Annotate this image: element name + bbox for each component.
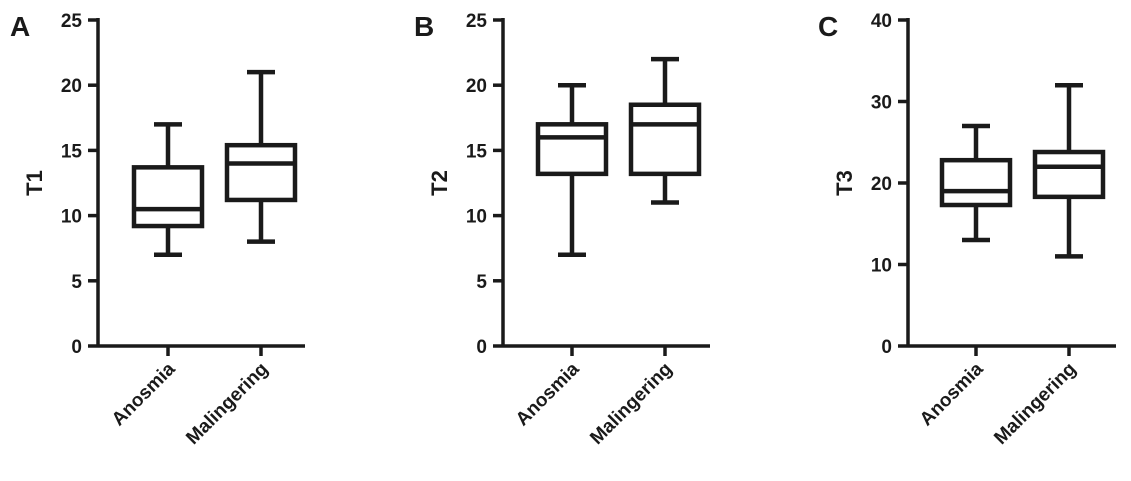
x-category-label: Anosmia xyxy=(916,358,988,430)
y-tick-label: 0 xyxy=(881,337,892,358)
x-category-label: Malingering xyxy=(990,359,1080,449)
y-tick-label: 0 xyxy=(71,337,82,358)
y-tick-label: 20 xyxy=(466,76,487,97)
iqr-box xyxy=(628,102,702,177)
panel-letter: A xyxy=(10,11,30,42)
iqr-box xyxy=(939,157,1013,208)
y-tick-label: 25 xyxy=(466,11,488,32)
y-tick-label: 0 xyxy=(476,337,487,358)
y-tick-label: 10 xyxy=(61,207,82,228)
y-axis-label: T3 xyxy=(832,170,857,196)
x-category-label: Malingering xyxy=(586,359,676,449)
y-tick-label: 30 xyxy=(871,93,892,114)
y-tick-label: 20 xyxy=(871,174,892,195)
y-tick-label: 15 xyxy=(61,141,83,162)
y-tick-label: 5 xyxy=(71,272,82,293)
y-axis-label: T1 xyxy=(22,170,47,196)
panel-letter: B xyxy=(414,11,434,42)
y-tick-label: 40 xyxy=(871,11,892,32)
y-axis-label: T2 xyxy=(427,170,452,196)
y-tick-label: 5 xyxy=(476,272,487,293)
y-tick-label: 20 xyxy=(61,76,82,97)
x-category-label: Anosmia xyxy=(512,358,584,430)
panel-letter: C xyxy=(818,11,838,42)
y-tick-label: 15 xyxy=(466,141,488,162)
x-category-label: Anosmia xyxy=(108,358,180,430)
y-tick-label: 25 xyxy=(61,11,83,32)
x-category-label: Malingering xyxy=(182,359,272,449)
y-tick-label: 10 xyxy=(466,207,487,228)
y-tick-label: 10 xyxy=(871,256,892,277)
iqr-box xyxy=(1032,149,1106,200)
iqr-box xyxy=(224,142,298,203)
iqr-box xyxy=(535,122,609,177)
iqr-box xyxy=(131,165,205,229)
